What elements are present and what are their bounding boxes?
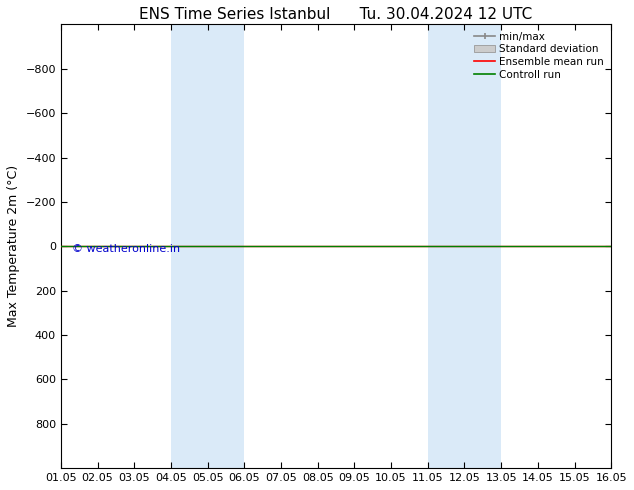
Text: © weatheronline.in: © weatheronline.in bbox=[72, 244, 180, 254]
Legend: min/max, Standard deviation, Ensemble mean run, Controll run: min/max, Standard deviation, Ensemble me… bbox=[472, 30, 606, 82]
Title: ENS Time Series Istanbul      Tu. 30.04.2024 12 UTC: ENS Time Series Istanbul Tu. 30.04.2024 … bbox=[139, 7, 533, 22]
Bar bbox=[428, 24, 501, 468]
Bar bbox=[171, 24, 244, 468]
Y-axis label: Max Temperature 2m (°C): Max Temperature 2m (°C) bbox=[7, 165, 20, 327]
